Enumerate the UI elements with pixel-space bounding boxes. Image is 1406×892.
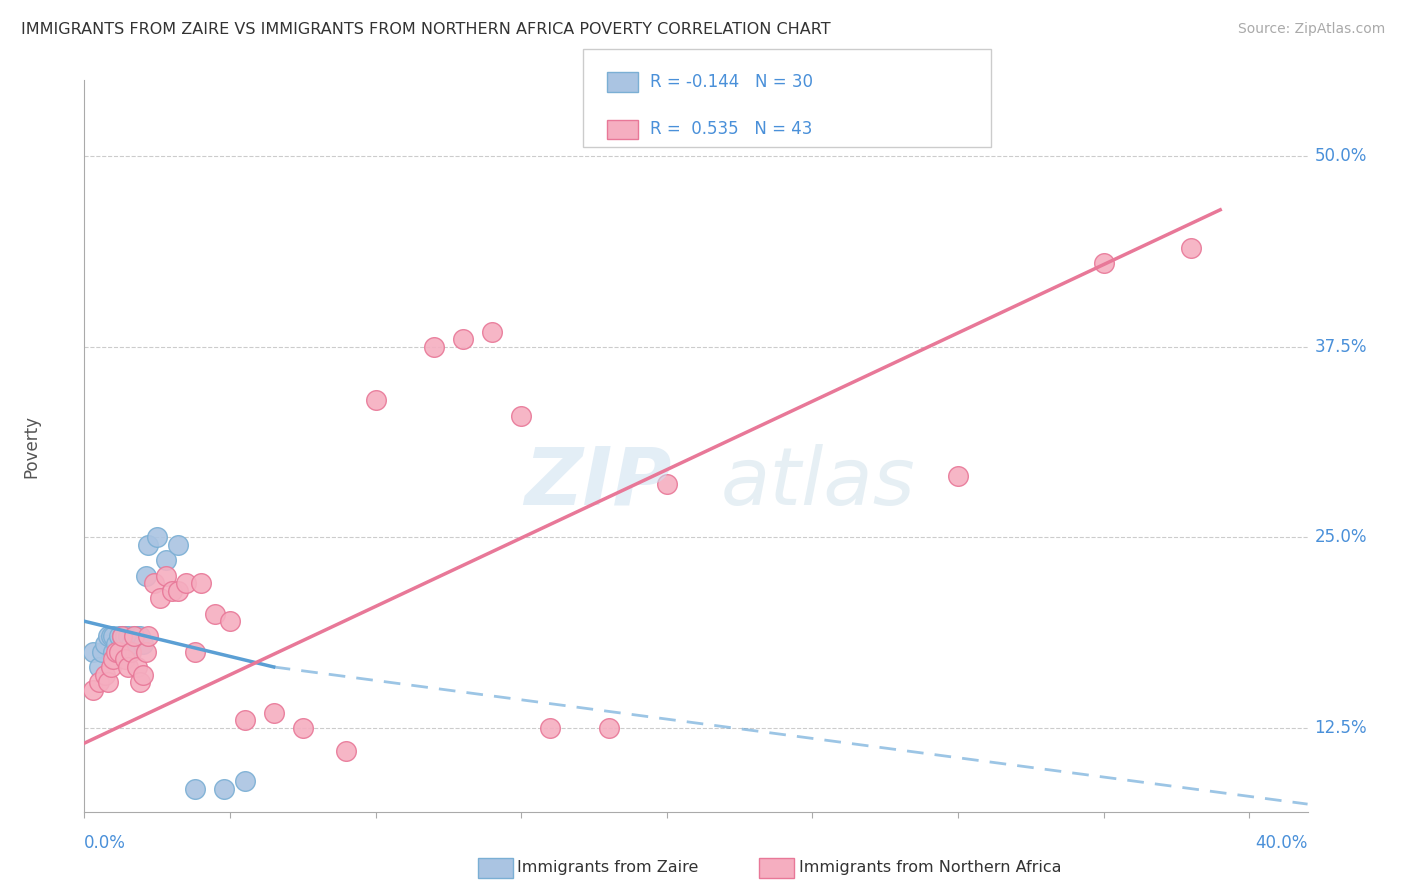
Point <box>166 583 188 598</box>
Point <box>451 332 474 346</box>
Point <box>174 576 197 591</box>
Point <box>100 630 122 644</box>
Point <box>100 660 122 674</box>
Point <box>190 576 212 591</box>
Text: 0.0%: 0.0% <box>84 834 127 852</box>
Point <box>120 637 142 651</box>
Point <box>364 393 387 408</box>
Point <box>233 774 256 789</box>
Point <box>114 630 136 644</box>
Point <box>946 469 969 483</box>
Point <box>143 576 166 591</box>
Text: 25.0%: 25.0% <box>1315 528 1367 547</box>
Point <box>598 721 620 735</box>
Point <box>122 630 145 644</box>
Point <box>128 630 150 644</box>
Point <box>149 591 172 606</box>
Text: R =  0.535   N = 43: R = 0.535 N = 43 <box>650 120 811 138</box>
Point <box>135 568 157 582</box>
Point <box>93 637 115 651</box>
Point <box>117 630 139 644</box>
Point <box>155 553 177 567</box>
Point <box>204 607 226 621</box>
Text: ZIP: ZIP <box>524 443 672 522</box>
Point <box>103 630 125 644</box>
Point <box>117 660 139 674</box>
Point <box>510 409 533 423</box>
Point <box>335 744 357 758</box>
Point <box>131 637 153 651</box>
Point <box>97 630 120 644</box>
Text: 50.0%: 50.0% <box>1315 147 1367 166</box>
Text: atlas: atlas <box>720 443 915 522</box>
Point <box>93 667 115 681</box>
Point <box>90 645 112 659</box>
Point <box>291 721 314 735</box>
Point <box>138 630 160 644</box>
Point <box>212 781 235 796</box>
Point <box>117 645 139 659</box>
Point <box>120 645 142 659</box>
Text: Source: ZipAtlas.com: Source: ZipAtlas.com <box>1237 22 1385 37</box>
Point <box>114 645 136 659</box>
Text: IMMIGRANTS FROM ZAIRE VS IMMIGRANTS FROM NORTHERN AFRICA POVERTY CORRELATION CHA: IMMIGRANTS FROM ZAIRE VS IMMIGRANTS FROM… <box>21 22 831 37</box>
Point <box>146 530 169 544</box>
Point <box>135 645 157 659</box>
Point <box>82 645 104 659</box>
Point <box>125 660 148 674</box>
Text: 37.5%: 37.5% <box>1315 338 1367 356</box>
Text: Poverty: Poverty <box>22 415 39 477</box>
Text: 40.0%: 40.0% <box>1256 834 1308 852</box>
Point <box>105 637 128 651</box>
Point <box>108 645 131 659</box>
Point <box>184 781 207 796</box>
Point <box>128 675 150 690</box>
Point <box>103 645 125 659</box>
Point <box>481 325 503 339</box>
Text: Immigrants from Zaire: Immigrants from Zaire <box>517 860 699 874</box>
Point <box>105 645 128 659</box>
Point <box>166 538 188 552</box>
Point <box>111 630 134 644</box>
Point <box>233 714 256 728</box>
Point <box>538 721 561 735</box>
Point <box>108 645 131 659</box>
Point <box>82 682 104 697</box>
Point <box>111 645 134 659</box>
Point <box>423 340 446 354</box>
Point <box>219 614 242 628</box>
Text: R = -0.144   N = 30: R = -0.144 N = 30 <box>650 73 813 91</box>
Point <box>184 645 207 659</box>
Point <box>111 630 134 644</box>
Point <box>114 652 136 666</box>
Point <box>263 706 285 720</box>
Point <box>1092 256 1115 270</box>
Point <box>138 538 160 552</box>
Point <box>1180 241 1202 255</box>
Point <box>122 630 145 644</box>
Point <box>97 675 120 690</box>
Point <box>87 675 110 690</box>
Text: Immigrants from Northern Africa: Immigrants from Northern Africa <box>799 860 1062 874</box>
Text: 12.5%: 12.5% <box>1315 719 1367 737</box>
Point <box>155 568 177 582</box>
Point <box>160 583 183 598</box>
Point <box>108 630 131 644</box>
Point <box>87 660 110 674</box>
Point <box>125 630 148 644</box>
Point <box>103 652 125 666</box>
Point <box>131 667 153 681</box>
Point <box>655 477 678 491</box>
